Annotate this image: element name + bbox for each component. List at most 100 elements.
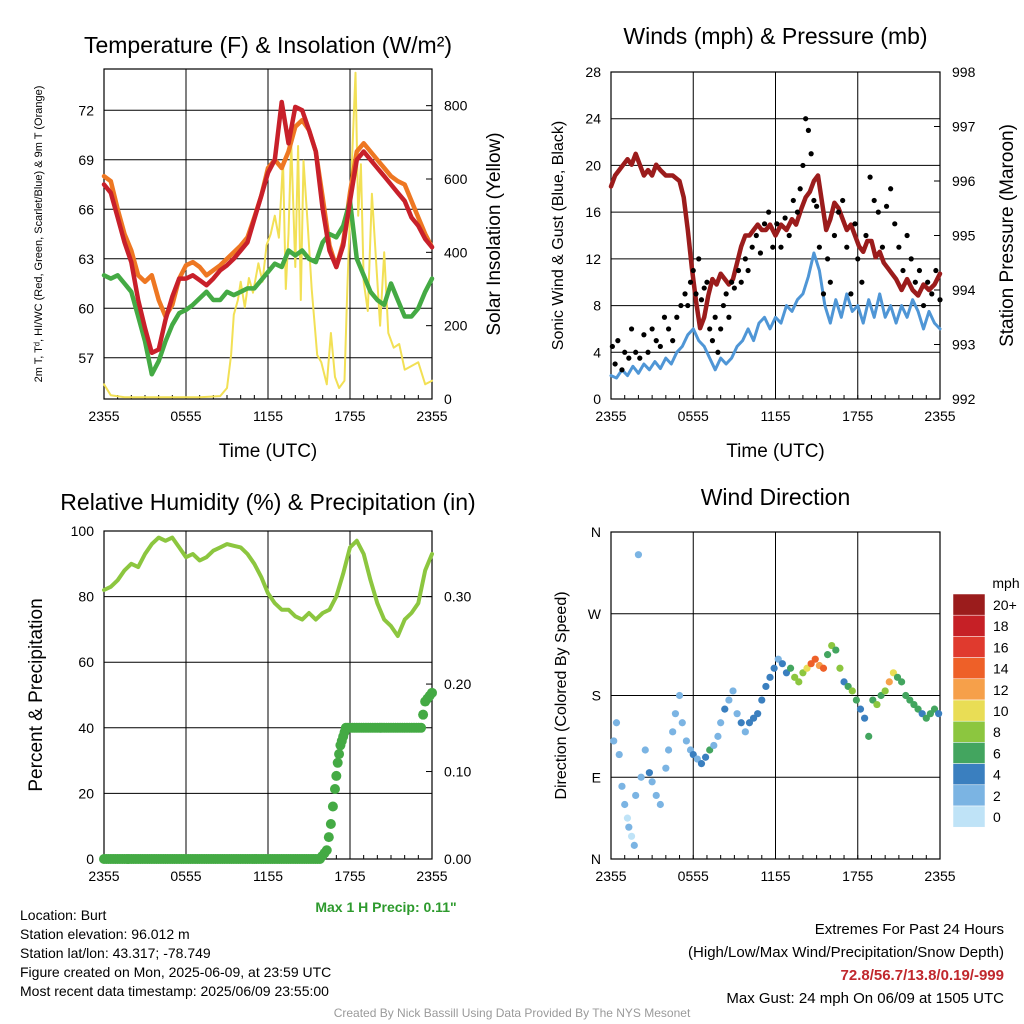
y2-tick-label: 200 [444, 318, 468, 334]
gust-point [803, 116, 809, 122]
panel-title: Wind Direction [701, 484, 851, 510]
direction-point [873, 700, 881, 709]
direction-point [714, 732, 722, 740]
direction-point [861, 714, 869, 722]
direction-point [630, 841, 638, 849]
gust-point [908, 256, 914, 262]
gust-point [925, 279, 931, 285]
gust-point [797, 186, 803, 192]
precip-point [332, 757, 343, 768]
x-tick-label: 2355 [595, 408, 626, 424]
x-tick-label: 0555 [678, 868, 709, 884]
direction-point [741, 728, 749, 736]
gust-point [707, 326, 713, 332]
direction-point [758, 696, 766, 704]
gust-point [904, 232, 910, 239]
direction-point [811, 655, 819, 663]
y-axis-label: Sonic Wind & Gust (Blue, Black) [550, 121, 567, 350]
x-tick-label: 1755 [842, 408, 873, 424]
direction-point [641, 746, 649, 754]
x-tick-label: 2355 [416, 868, 447, 884]
y-tick-label: S [592, 688, 601, 704]
direction-point [832, 646, 840, 654]
gust-point [863, 232, 869, 239]
y2-tick-label: 994 [952, 282, 976, 298]
y2-tick-label: 992 [952, 391, 976, 407]
direction-point [632, 791, 640, 800]
y-tick-label: 66 [78, 201, 94, 217]
direction-point [664, 746, 673, 754]
direction-point [737, 719, 745, 727]
legend-swatch [952, 763, 986, 786]
legend-swatch [952, 742, 986, 764]
y-tick-label: W [588, 606, 602, 622]
temperature-panel: 2355 0555 1155 1755 2355 57 60 63 66 69 72 Temperat… [33, 32, 505, 462]
direction-point [729, 687, 737, 695]
legend-label: 14 [993, 661, 1009, 677]
y-tick-label: 12 [585, 251, 601, 267]
gust-point [641, 332, 647, 338]
y2-tick-label: 0.30 [444, 589, 471, 605]
direction-point [881, 687, 889, 695]
gust-point [844, 244, 850, 250]
gust-point [637, 355, 643, 361]
direction-point [770, 664, 778, 672]
y-axis-label: Direction (Colored By Speed) [553, 591, 570, 799]
y-tick-label: N [591, 851, 601, 867]
direction-point [852, 696, 860, 704]
gust-point [682, 291, 688, 297]
direction-point [645, 769, 653, 777]
gust-point [696, 256, 702, 262]
gust-point [726, 314, 732, 320]
direction-point [625, 823, 633, 831]
direction-point [823, 651, 832, 659]
direction-point [762, 682, 770, 691]
x-tick-label: 2355 [924, 408, 955, 424]
legend-label: 16 [993, 639, 1009, 655]
gust-point [628, 326, 635, 332]
direction-point [898, 678, 906, 686]
series-pressure [608, 151, 943, 331]
y-tick-label: 69 [78, 152, 94, 168]
gust-point [653, 338, 659, 344]
extremes-title: Extremes For Past 24 Hours [814, 921, 1004, 938]
gust-point [693, 291, 699, 297]
y-tick-label: 20 [585, 157, 601, 173]
gust-point [735, 267, 742, 274]
gust-point [770, 244, 776, 250]
gust-point [835, 209, 842, 215]
direction-point [795, 678, 803, 686]
legend-swatch [952, 678, 986, 701]
y2-tick-label: 600 [444, 171, 468, 187]
gust-point [782, 215, 788, 221]
gust-point [827, 279, 833, 285]
gust-point [687, 279, 694, 285]
y2-axis-label: Solar Insolation (Yellow) [484, 132, 505, 335]
y2-tick-label: 0.10 [444, 764, 471, 780]
y2-tick-label: 996 [952, 173, 976, 189]
gust-point [723, 291, 729, 297]
gust-point [645, 349, 651, 355]
direction-point [754, 710, 762, 718]
gust-point [731, 285, 737, 291]
x-tick-label: 1155 [253, 408, 283, 424]
gust-point [820, 291, 827, 297]
created-text: Figure created on Mon, 2025-06-09, at 23… [20, 964, 332, 980]
y-tick-label: 80 [78, 589, 94, 605]
gust-point [896, 244, 902, 250]
legend-label: 20+ [993, 597, 1017, 613]
gust-point [718, 326, 724, 332]
y2-tick-label: 997 [952, 119, 976, 135]
y-axis-label: Percent & Precipitation [26, 598, 47, 791]
gust-point [855, 256, 861, 262]
precip-point [331, 770, 342, 781]
direction-point [733, 710, 741, 718]
series-dewpoint [101, 198, 435, 377]
extremes-info: Extremes For Past 24 Hours (High/Low/Max… [688, 918, 1004, 1010]
direction-point [856, 705, 865, 713]
max-precip-annotation: Max 1 H Precip: 0.11" [315, 899, 456, 915]
y-tick-label: 40 [78, 720, 94, 736]
gust-point [704, 279, 710, 285]
gust-point [701, 285, 707, 291]
direction-point [648, 778, 656, 786]
